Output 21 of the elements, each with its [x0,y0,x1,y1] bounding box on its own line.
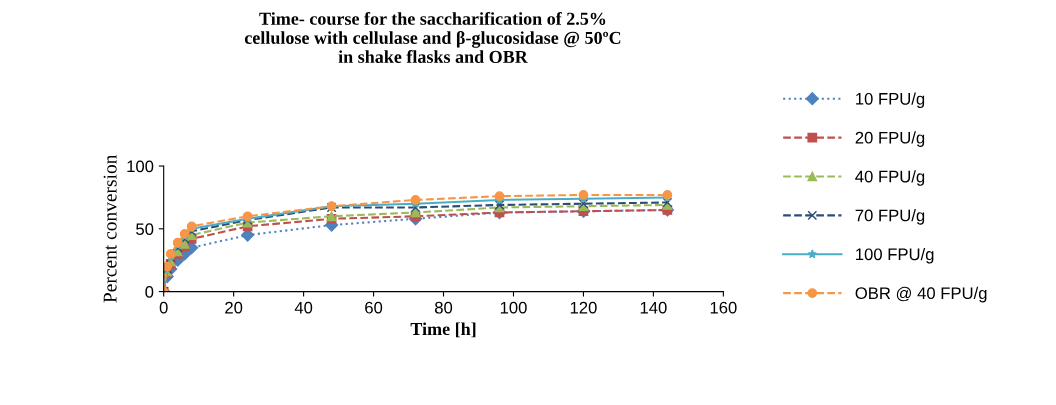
legend-label: 10 FPU/g [856,92,925,109]
legend-label: 40 FPU/g [855,170,925,186]
y-tick-label: 50 [136,223,154,236]
x-tick-label: 160 [710,301,737,314]
chart-title: Time- course for the saccharification of 2.5% cellulose with cellulase and β-glucosidase @ 50ºC in shake flasks and OBR [244,11,621,63]
legend-label: OBR @ 40 FPU/g [855,286,987,303]
x-tick-label: 140 [640,301,667,314]
x-tick-label: 60 [365,301,383,314]
legend-label: 70 FPU/g [855,209,925,225]
x-tick-label: 40 [294,301,313,314]
y-tick-label: 0 [145,286,154,298]
x-tick-label: 0 [159,301,168,314]
y-axis-title: Percent conversion [103,154,117,303]
x-tick-label: 80 [434,301,453,314]
x-axis-title: Time [h] [410,322,476,338]
legend-label: 20 FPU/g [855,131,925,147]
y-tick-label: 100 [127,160,154,173]
x-tick-label: 20 [225,301,243,314]
x-tick-label: 100 [500,301,527,314]
legend-label: 100 FPU/g [856,247,934,264]
x-tick-label: 120 [570,301,597,314]
